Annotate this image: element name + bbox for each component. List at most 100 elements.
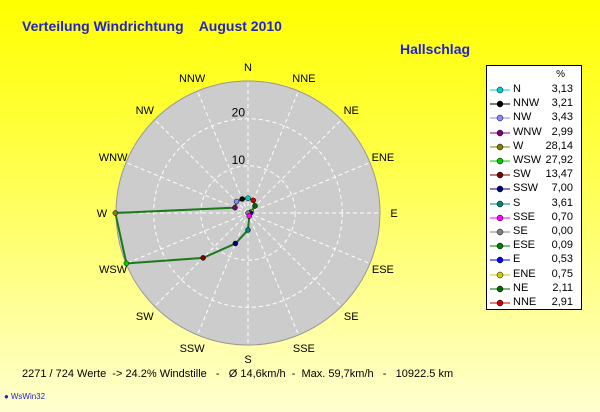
legend-label: WSW xyxy=(513,154,542,166)
spoke-ne xyxy=(247,119,342,214)
legend-value: 0,53 xyxy=(551,253,573,266)
legend-label: ESE xyxy=(513,239,536,252)
legend-swatch xyxy=(490,129,510,136)
legend-label: NE xyxy=(513,281,529,294)
data-point-sse xyxy=(246,213,253,219)
legend-item-e: E 0,53 xyxy=(487,253,581,267)
data-point-ssw xyxy=(232,240,239,247)
legend-swatch xyxy=(490,115,510,122)
ring-label-20: 20 xyxy=(232,106,246,120)
ring-20 xyxy=(153,118,343,308)
spoke-sse xyxy=(247,212,299,336)
legend-label: NNE xyxy=(513,296,537,308)
spoke-nnw xyxy=(197,90,249,214)
legend-item-n: N 3,13 xyxy=(487,83,581,97)
data-point-nne xyxy=(250,197,256,204)
legend-value: 2,11 xyxy=(552,281,573,294)
legend-value: 3,61 xyxy=(551,196,573,209)
legend-swatch xyxy=(490,214,510,222)
direction-label-se: SE xyxy=(344,311,359,323)
legend-swatch xyxy=(490,171,510,179)
legend-label: NNW xyxy=(513,97,540,110)
spoke-nw xyxy=(154,119,249,214)
brand-label: WsWin32 xyxy=(4,392,45,401)
direction-label-ese: ESE xyxy=(372,264,394,276)
legend-item-nne: NNE 2,91 xyxy=(487,296,581,310)
data-point-ne xyxy=(252,203,258,209)
direction-label-s: S xyxy=(244,354,251,366)
direction-label-w: W xyxy=(97,208,108,220)
direction-label-wnw: WNW xyxy=(99,152,128,164)
data-point-wsw xyxy=(123,260,130,267)
legend-swatch xyxy=(490,86,510,94)
legend-value: 27,92 xyxy=(545,154,573,166)
station-name: Hallschlag xyxy=(400,41,471,57)
legend-item-ene: ENE 0,75 xyxy=(487,268,581,282)
direction-label-sse: SSE xyxy=(293,343,315,355)
legend-label: E xyxy=(513,253,521,266)
spoke-ene xyxy=(247,162,371,214)
legend-value: 3,43 xyxy=(551,111,573,124)
legend-unit-header: % xyxy=(556,69,565,80)
legend-label: S xyxy=(513,196,521,209)
spoke-wsw xyxy=(125,212,249,264)
legend-value: 3,13 xyxy=(551,83,573,95)
data-point-nnw xyxy=(239,196,245,202)
legend-value: 13,47 xyxy=(545,168,573,181)
legend-label: ENE xyxy=(513,267,536,280)
data-point-wnw xyxy=(232,204,238,211)
legend-item-sw: SW 13,47 xyxy=(487,168,581,182)
legend-item-w: W 28,14 xyxy=(487,140,581,154)
legend-swatch xyxy=(490,100,510,108)
spoke-ese xyxy=(247,212,371,264)
legend-label: N xyxy=(513,83,521,95)
legend-label: SW xyxy=(513,168,531,181)
legend-item-nnw: NNW 3,21 xyxy=(487,97,581,111)
direction-label-n: N xyxy=(244,62,252,74)
legend-label: W xyxy=(513,139,524,152)
legend-value: 0,09 xyxy=(551,239,573,252)
legend-swatch xyxy=(490,257,510,264)
spoke-se xyxy=(247,212,342,307)
direction-label-sw: SW xyxy=(136,311,154,323)
ring-label-10: 10 xyxy=(232,153,246,167)
direction-label-wsw: WSW xyxy=(99,264,128,276)
legend-item-wsw: WSW 27,92 xyxy=(487,154,581,168)
legend-item-wnw: WNW 2,99 xyxy=(487,126,581,140)
direction-label-ne: NE xyxy=(344,105,359,117)
legend-value: 28,14 xyxy=(545,139,573,152)
legend-swatch xyxy=(490,271,510,278)
direction-label-ene: ENE xyxy=(372,152,395,164)
legend-swatch xyxy=(490,157,510,165)
direction-label-nnw: NNW xyxy=(179,73,206,85)
legend-swatch xyxy=(490,228,510,236)
ring-10 xyxy=(200,165,296,261)
legend-label: WNW xyxy=(513,125,542,138)
data-point-nw xyxy=(233,198,240,205)
direction-label-ssw: SSW xyxy=(180,343,206,355)
spoke-ssw xyxy=(197,212,249,336)
legend-label: NW xyxy=(513,111,532,124)
chart-title: Verteilung Windrichtung August 2010 xyxy=(22,18,282,34)
legend-swatch xyxy=(490,143,510,151)
legend-item-se: SE 0,00 xyxy=(487,225,581,239)
data-point-s xyxy=(245,227,251,233)
legend-value: 0,75 xyxy=(551,267,573,280)
direction-label-e: E xyxy=(390,208,397,220)
data-point-sw xyxy=(200,255,206,261)
legend-label: SSE xyxy=(513,210,536,223)
legend-value: 0,00 xyxy=(551,225,573,237)
spoke-wnw xyxy=(125,162,249,214)
legend-value: 7,00 xyxy=(551,182,573,195)
legend-value: 2,99 xyxy=(551,125,573,138)
legend-item-ese: ESE 0,09 xyxy=(487,239,581,253)
legend-value: 2,91 xyxy=(551,296,573,308)
legend-item-nw: NW 3,43 xyxy=(487,111,581,125)
legend-swatch xyxy=(490,242,510,250)
footer-stats: 2271 / 724 Werte -> 24.2% Windstille - Ø… xyxy=(22,368,454,380)
data-point-n xyxy=(245,195,251,201)
legend-item-ssw: SSW 7,00 xyxy=(487,182,581,196)
legend-label: SSW xyxy=(513,182,539,195)
legend-swatch xyxy=(490,299,510,307)
